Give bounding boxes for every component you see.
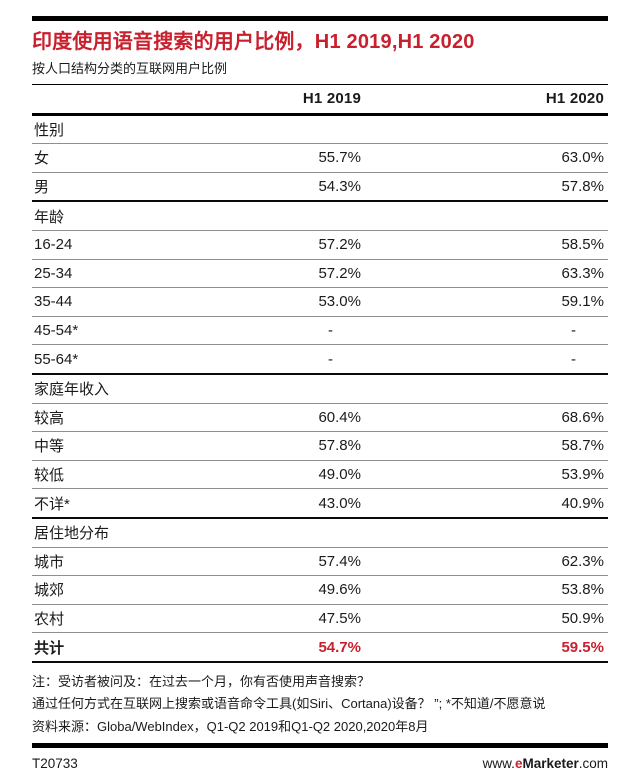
row-label: 女 [34, 150, 50, 168]
value-h1-2019: - [328, 350, 333, 368]
row-label: 25-34 [34, 264, 73, 282]
section-row-gender: 性别 [32, 114, 608, 144]
value-h1-2020: 63.3% [561, 264, 604, 282]
table-row: 35-44 53.0% 59.1% [32, 288, 608, 317]
table-row: 男 54.3% 57.8% [32, 172, 608, 202]
section-label: 家庭年收入 [34, 381, 110, 399]
value-h1-2019: 49.0% [318, 466, 361, 484]
section-row-residence: 居住地分布 [32, 518, 608, 547]
table-row: 中等 57.8% 58.7% [32, 432, 608, 461]
footnote-line: 通过任何方式在互联网上搜索或语音命令工具(如Siri、Cortana)设备？ ”… [32, 696, 546, 712]
table-row: 45-54* - - [32, 316, 608, 345]
chart-id: T20733 [32, 756, 78, 771]
value-h1-2020: 63.0% [561, 149, 604, 167]
value-h1-2020: 53.9% [561, 466, 604, 484]
value-h1-2019: 57.2% [318, 264, 361, 282]
emarketer-url: www.eMarketer.com [483, 756, 608, 771]
chart-title: 印度使用语音搜索的用户比例，H1 2019,H1 2020 [32, 31, 475, 53]
table-row: 城市 57.4% 62.3% [32, 547, 608, 576]
column-header-empty [32, 85, 212, 114]
url-suffix: .com [578, 756, 608, 771]
value-h1-2019: 49.6% [318, 581, 361, 599]
value-h1-2019: 47.5% [318, 609, 361, 627]
section-row-income: 家庭年收入 [32, 374, 608, 404]
value-h1-2020: 62.3% [561, 552, 604, 570]
source-line: 资料来源：Globa/WebIndex，Q1-Q2 2019和Q1-Q2 202… [32, 718, 429, 734]
footnotes: 注：受访者被问及：在过去一个月，你有否使用声音搜索？ 通过任何方式在互联网上搜索… [32, 671, 608, 739]
value-h1-2020: 59.1% [561, 293, 604, 311]
chart-subtitle: 按人口结构分类的互联网用户比例 [32, 61, 608, 85]
row-label: 中等 [34, 438, 65, 456]
table-row: 农村 47.5% 50.9% [32, 604, 608, 633]
column-header-row: H1 2019 H1 2020 [32, 85, 608, 115]
table-row: 较低 49.0% 53.9% [32, 460, 608, 489]
value-h1-2020: 40.9% [561, 494, 604, 512]
top-rule [32, 16, 608, 21]
value-h1-2020: 58.5% [561, 236, 604, 254]
row-label: 城市 [34, 553, 65, 571]
column-header-h1-2020: H1 2020 [545, 90, 604, 108]
demographics-table: H1 2019 H1 2020 性别 女 55.7% 63.0% 男 54.3%… [32, 85, 608, 663]
table-row: 女 55.7% 63.0% [32, 144, 608, 173]
value-h1-2020: 58.7% [561, 437, 604, 455]
value-h1-2020: 68.6% [561, 408, 604, 426]
table-row: 16-24 57.2% 58.5% [32, 230, 608, 260]
row-label: 城郊 [34, 582, 65, 600]
table-row: 25-34 57.2% 63.3% [32, 259, 608, 288]
table-row: 55-64* - - [32, 345, 608, 374]
table-row: 不详* 43.0% 40.9% [32, 489, 608, 518]
total-row: 共计 54.7% 59.5% [32, 633, 608, 662]
value-h1-2019: 57.4% [318, 552, 361, 570]
row-label: 男 [34, 179, 50, 197]
row-label: 16-24 [34, 236, 73, 254]
value-h1-2019: 43.0% [318, 494, 361, 512]
value-h1-2019: 53.0% [318, 293, 361, 311]
value-h1-2020: - [571, 350, 576, 368]
table-row: 城郊 49.6% 53.8% [32, 576, 608, 605]
value-h1-2019: 60.4% [318, 408, 361, 426]
section-label: 性别 [34, 121, 65, 139]
section-row-age: 年龄 [32, 201, 608, 231]
footnote-line: 注：受访者被问及：在过去一个月，你有否使用声音搜索？ [32, 673, 371, 689]
value-h1-2020: - [571, 322, 576, 340]
row-label: 55-64* [34, 350, 79, 368]
total-h1-2020: 59.5% [561, 638, 604, 656]
total-h1-2019: 54.7% [318, 638, 361, 656]
section-label: 年龄 [34, 208, 65, 226]
section-label: 居住地分布 [34, 525, 110, 543]
row-label: 农村 [34, 610, 65, 628]
value-h1-2019: 55.7% [318, 149, 361, 167]
value-h1-2019: 57.2% [318, 236, 361, 254]
value-h1-2020: 50.9% [561, 609, 604, 627]
row-label: 较低 [34, 467, 65, 485]
value-h1-2019: 57.8% [318, 437, 361, 455]
value-h1-2019: - [328, 322, 333, 340]
row-label: 不详* [34, 495, 70, 513]
value-h1-2019: 54.3% [318, 178, 361, 196]
row-label: 35-44 [34, 293, 73, 311]
table-row: 较高 60.4% 68.6% [32, 403, 608, 432]
row-label: 较高 [34, 409, 65, 427]
value-h1-2020: 53.8% [561, 581, 604, 599]
column-header-h1-2019: H1 2019 [302, 90, 361, 108]
total-label: 共计 [34, 639, 65, 657]
url-e-accent: e [514, 756, 523, 771]
value-h1-2020: 57.8% [561, 178, 604, 196]
bottom-rule [32, 743, 608, 749]
row-label: 45-54* [34, 322, 79, 340]
url-brand: Marketer [522, 756, 579, 771]
url-prefix: www. [482, 756, 515, 771]
